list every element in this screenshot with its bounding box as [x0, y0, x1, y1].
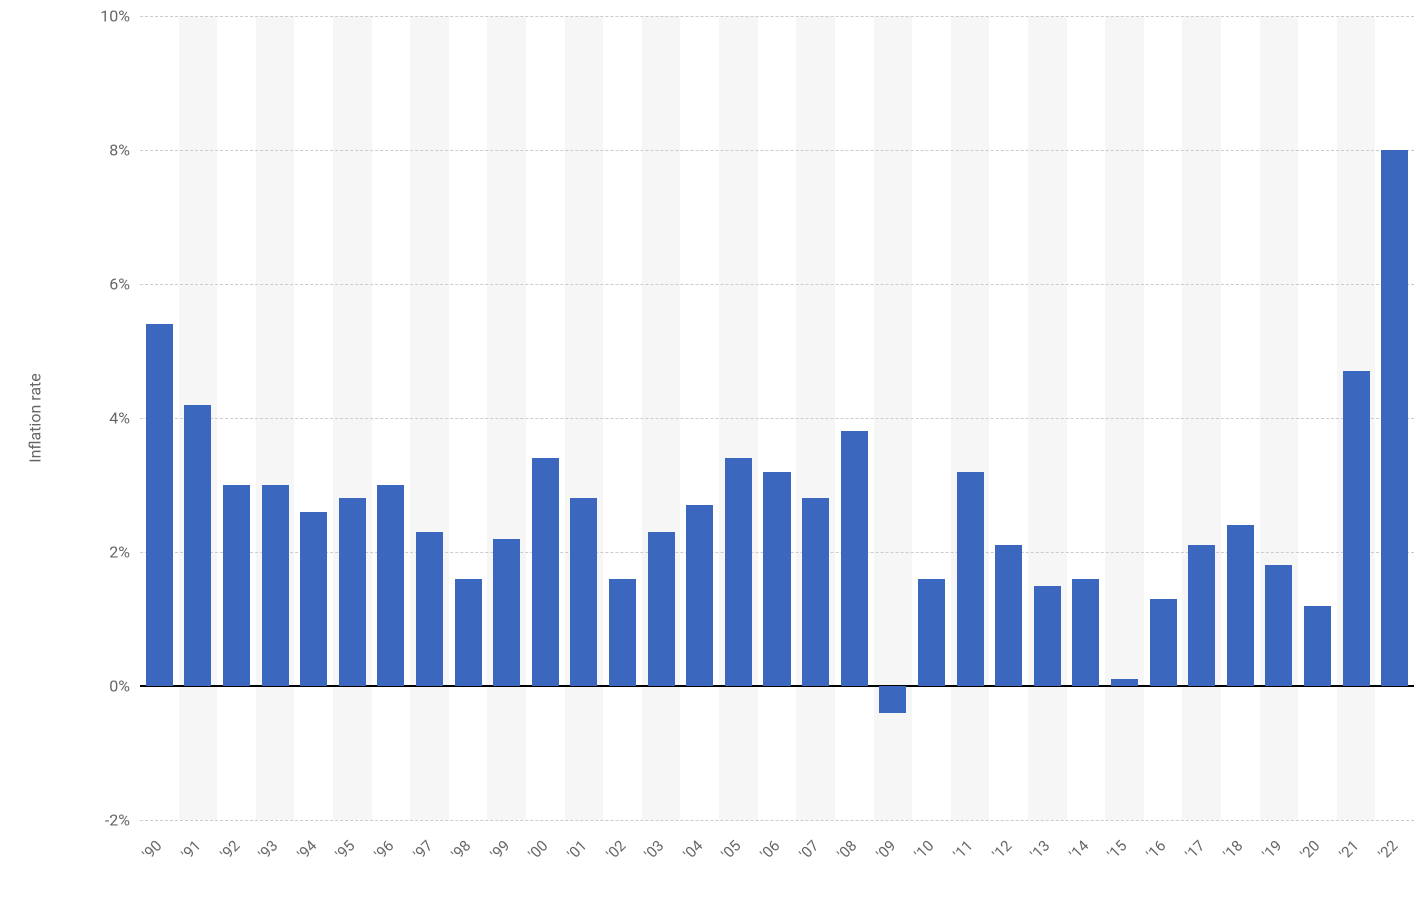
gridline [140, 150, 1414, 151]
y-tick-label: 4% [109, 409, 130, 428]
bar[interactable] [223, 485, 250, 686]
bar[interactable] [570, 498, 597, 686]
bar[interactable] [1265, 565, 1292, 686]
bar[interactable] [262, 485, 289, 686]
bar[interactable] [493, 539, 520, 686]
bar[interactable] [918, 579, 945, 686]
y-tick-label: 0% [109, 677, 130, 696]
bar[interactable] [377, 485, 404, 686]
bar[interactable] [416, 532, 443, 686]
inflation-chart: Inflation rate -2%0%2%4%6%8%10% '90'91'9… [0, 0, 1426, 904]
bar[interactable] [1034, 586, 1061, 687]
bar[interactable] [1304, 606, 1331, 686]
bar[interactable] [879, 686, 906, 713]
y-tick-label: 6% [109, 275, 130, 294]
bar[interactable] [339, 498, 366, 686]
gridline [140, 284, 1414, 285]
bar[interactable] [1150, 599, 1177, 686]
y-axis-title: Inflation rate [26, 373, 45, 463]
gridline [140, 16, 1414, 17]
plot-area [140, 16, 1414, 820]
y-tick-label: 2% [109, 543, 130, 562]
bar[interactable] [841, 431, 868, 686]
bar[interactable] [802, 498, 829, 686]
bar[interactable] [532, 458, 559, 686]
bar[interactable] [995, 545, 1022, 686]
y-tick-label: 10% [100, 7, 130, 26]
bar[interactable] [1111, 679, 1138, 686]
bar[interactable] [1381, 150, 1408, 686]
bar[interactable] [1227, 525, 1254, 686]
bar[interactable] [763, 472, 790, 686]
bar[interactable] [957, 472, 984, 686]
gridline [140, 820, 1414, 821]
bar[interactable] [300, 512, 327, 686]
bar[interactable] [648, 532, 675, 686]
bar[interactable] [686, 505, 713, 686]
bar[interactable] [1072, 579, 1099, 686]
bar[interactable] [455, 579, 482, 686]
bar[interactable] [1188, 545, 1215, 686]
bar[interactable] [725, 458, 752, 686]
bar[interactable] [609, 579, 636, 686]
bar[interactable] [184, 405, 211, 686]
bar[interactable] [1343, 371, 1370, 686]
bar[interactable] [146, 324, 173, 686]
gridline [140, 418, 1414, 419]
y-tick-label: 8% [109, 141, 130, 160]
y-tick-label: -2% [105, 811, 130, 830]
